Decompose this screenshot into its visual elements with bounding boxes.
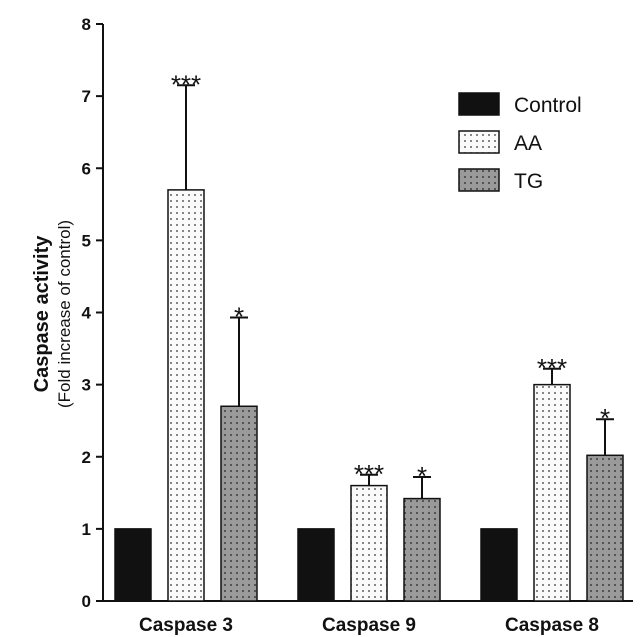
bar-tg-caspase-3 — [220, 405, 258, 602]
category-label: Caspase 3 — [139, 615, 233, 636]
legend-swatch-control — [458, 92, 500, 116]
category-label: Caspase 9 — [322, 615, 416, 636]
legend-label-control: Control — [514, 94, 582, 117]
y-tick-label: 0 — [82, 592, 91, 611]
bar-tg-caspase-8 — [586, 454, 624, 602]
y-tick-label: 7 — [82, 87, 91, 106]
y-tick-label: 3 — [82, 376, 91, 395]
significance-label: * — [234, 302, 244, 332]
bar-control-caspase-8 — [480, 528, 518, 602]
significance-label: *** — [537, 353, 567, 383]
bar-aa-caspase-8 — [533, 383, 571, 602]
y-tick-label: 6 — [82, 159, 91, 178]
y-tick-label: 4 — [82, 304, 92, 323]
bar-control-caspase-9 — [297, 528, 335, 602]
bar-tg-caspase-9 — [403, 497, 441, 602]
y-tick-label: 1 — [82, 520, 91, 539]
significance-label: *** — [354, 459, 384, 489]
bar-aa-caspase-3 — [167, 189, 205, 602]
bar-aa-caspase-9 — [350, 484, 388, 602]
bar-control-caspase-3 — [114, 528, 152, 602]
significance-label: * — [417, 461, 427, 491]
y-tick-label: 8 — [82, 15, 91, 34]
significance-label: *** — [171, 69, 201, 99]
legend-label-aa: AA — [514, 132, 542, 155]
y-axis-sublabel: (Fold increase of control) — [55, 220, 74, 408]
y-axis-label: Caspase activity — [31, 235, 53, 393]
legend-swatch-tg — [458, 168, 500, 192]
y-tick-label: 5 — [82, 231, 91, 250]
category-label: Caspase 8 — [505, 615, 599, 636]
legend-swatch-aa — [458, 130, 500, 154]
y-tick-label: 2 — [82, 448, 91, 467]
significance-label: * — [600, 403, 610, 433]
legend-label-tg: TG — [514, 170, 543, 193]
